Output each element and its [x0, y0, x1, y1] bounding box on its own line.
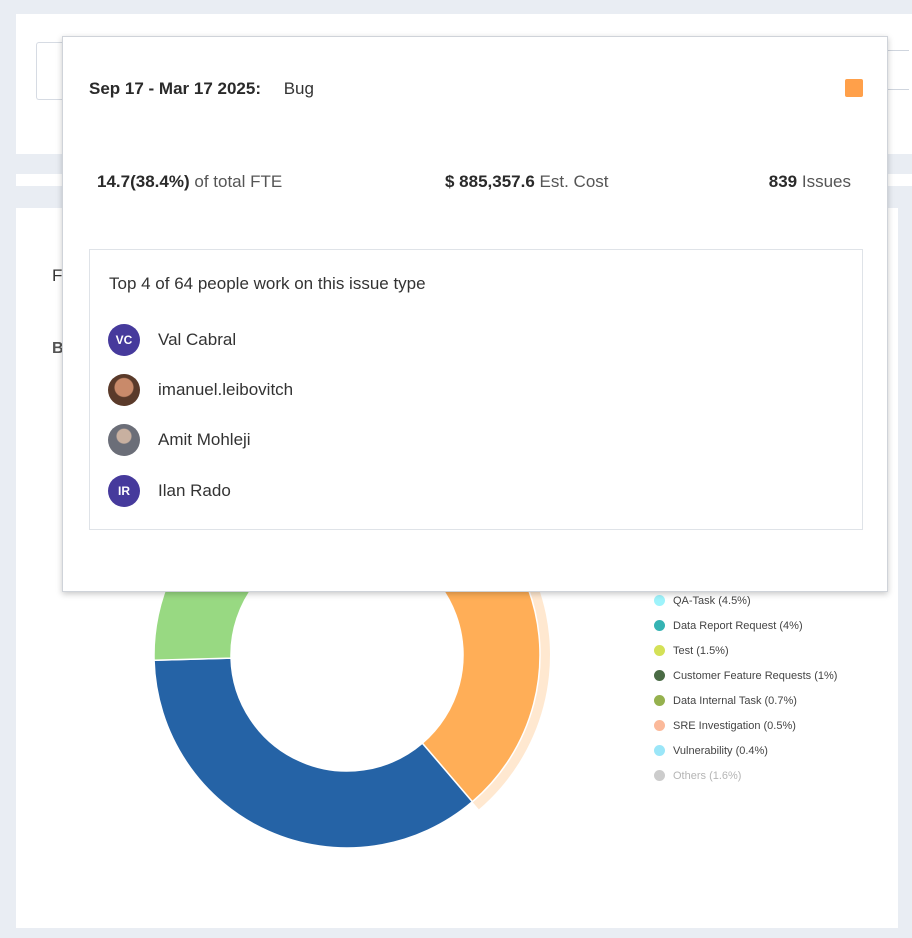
fte-label: of total FTE	[194, 172, 283, 191]
top-people-title: Top 4 of 64 people work on this issue ty…	[109, 274, 426, 293]
cost-stat: $ 885,357.6 Est. Cost	[445, 172, 609, 192]
person-name: Ilan Rado	[158, 481, 231, 500]
panel-subheading-fragment: B	[52, 340, 64, 357]
legend-label: Customer Feature Requests (1%)	[673, 669, 838, 682]
fte-stat: 14.7(38.4%) of total FTE	[97, 172, 282, 192]
chart-legend: QA-Task (4.5%) Data Report Request (4%) Te…	[654, 588, 837, 788]
person-row: IR Ilan Rado	[108, 475, 231, 507]
legend-item[interactable]: Test (1.5%)	[654, 638, 837, 663]
issues-label: Issues	[801, 172, 851, 191]
avatar: VC	[108, 324, 140, 356]
legend-color-dot	[654, 645, 665, 656]
legend-color-dot	[654, 745, 665, 756]
panel-heading-fragment: F	[52, 266, 63, 285]
person-row: imanuel.leibovitch	[108, 374, 293, 406]
legend-label: SRE Investigation (0.5%)	[673, 719, 796, 732]
issues-stat: 839 Issues	[769, 172, 851, 192]
legend-label: QA-Task (4.5%)	[673, 594, 751, 607]
legend-color-dot	[654, 695, 665, 706]
tooltip-issue-type: Bug	[283, 79, 314, 98]
issues-value: 839	[768, 172, 798, 191]
legend-item[interactable]: Customer Feature Requests (1%)	[654, 663, 837, 688]
tooltip-header: Sep 17 - Mar 17 2025: Bug	[89, 79, 314, 99]
legend-item[interactable]: Data Report Request (4%)	[654, 613, 837, 638]
cost-value: $ 885,357.6	[445, 172, 535, 191]
person-name: Val Cabral	[158, 330, 237, 349]
avatar: IR	[108, 475, 140, 507]
legend-item[interactable]: Vulnerability (0.4%)	[654, 738, 837, 763]
legend-color-dot	[654, 620, 665, 631]
person-row: Amit Mohleji	[108, 424, 251, 456]
legend-item[interactable]: QA-Task (4.5%)	[654, 588, 837, 613]
legend-color-dot	[654, 720, 665, 731]
person-row: VC Val Cabral	[108, 324, 236, 356]
legend-item[interactable]: SRE Investigation (0.5%)	[654, 713, 837, 738]
top-people-box: Top 4 of 64 people work on this issue ty…	[89, 249, 863, 530]
legend-color-dot	[654, 670, 665, 681]
person-name: imanuel.leibovitch	[158, 380, 294, 399]
legend-label: Data Report Request (4%)	[673, 619, 803, 632]
fte-value: 14.7(38.4%)	[97, 172, 190, 191]
person-name: Amit Mohleji	[158, 430, 251, 449]
tooltip-period: Sep 17 - Mar 17 2025:	[89, 79, 261, 98]
cost-label: Est. Cost	[539, 172, 609, 191]
legend-label: Others (1.6%)	[673, 769, 742, 782]
legend-color-dot	[654, 595, 665, 606]
filter-input[interactable]	[36, 42, 67, 100]
donut-slice[interactable]	[153, 657, 474, 849]
legend-item[interactable]: Data Internal Task (0.7%)	[654, 688, 837, 713]
issue-type-color-swatch	[845, 79, 863, 97]
legend-label: Test (1.5%)	[673, 644, 729, 657]
avatar	[108, 374, 140, 406]
avatar	[108, 424, 140, 456]
legend-color-dot	[654, 770, 665, 781]
legend-item[interactable]: Others (1.6%)	[654, 763, 837, 788]
legend-label: Data Internal Task (0.7%)	[673, 694, 797, 707]
legend-label: Vulnerability (0.4%)	[673, 744, 768, 757]
issue-type-tooltip: Sep 17 - Mar 17 2025: Bug 14.7(38.4%) of…	[62, 36, 888, 592]
